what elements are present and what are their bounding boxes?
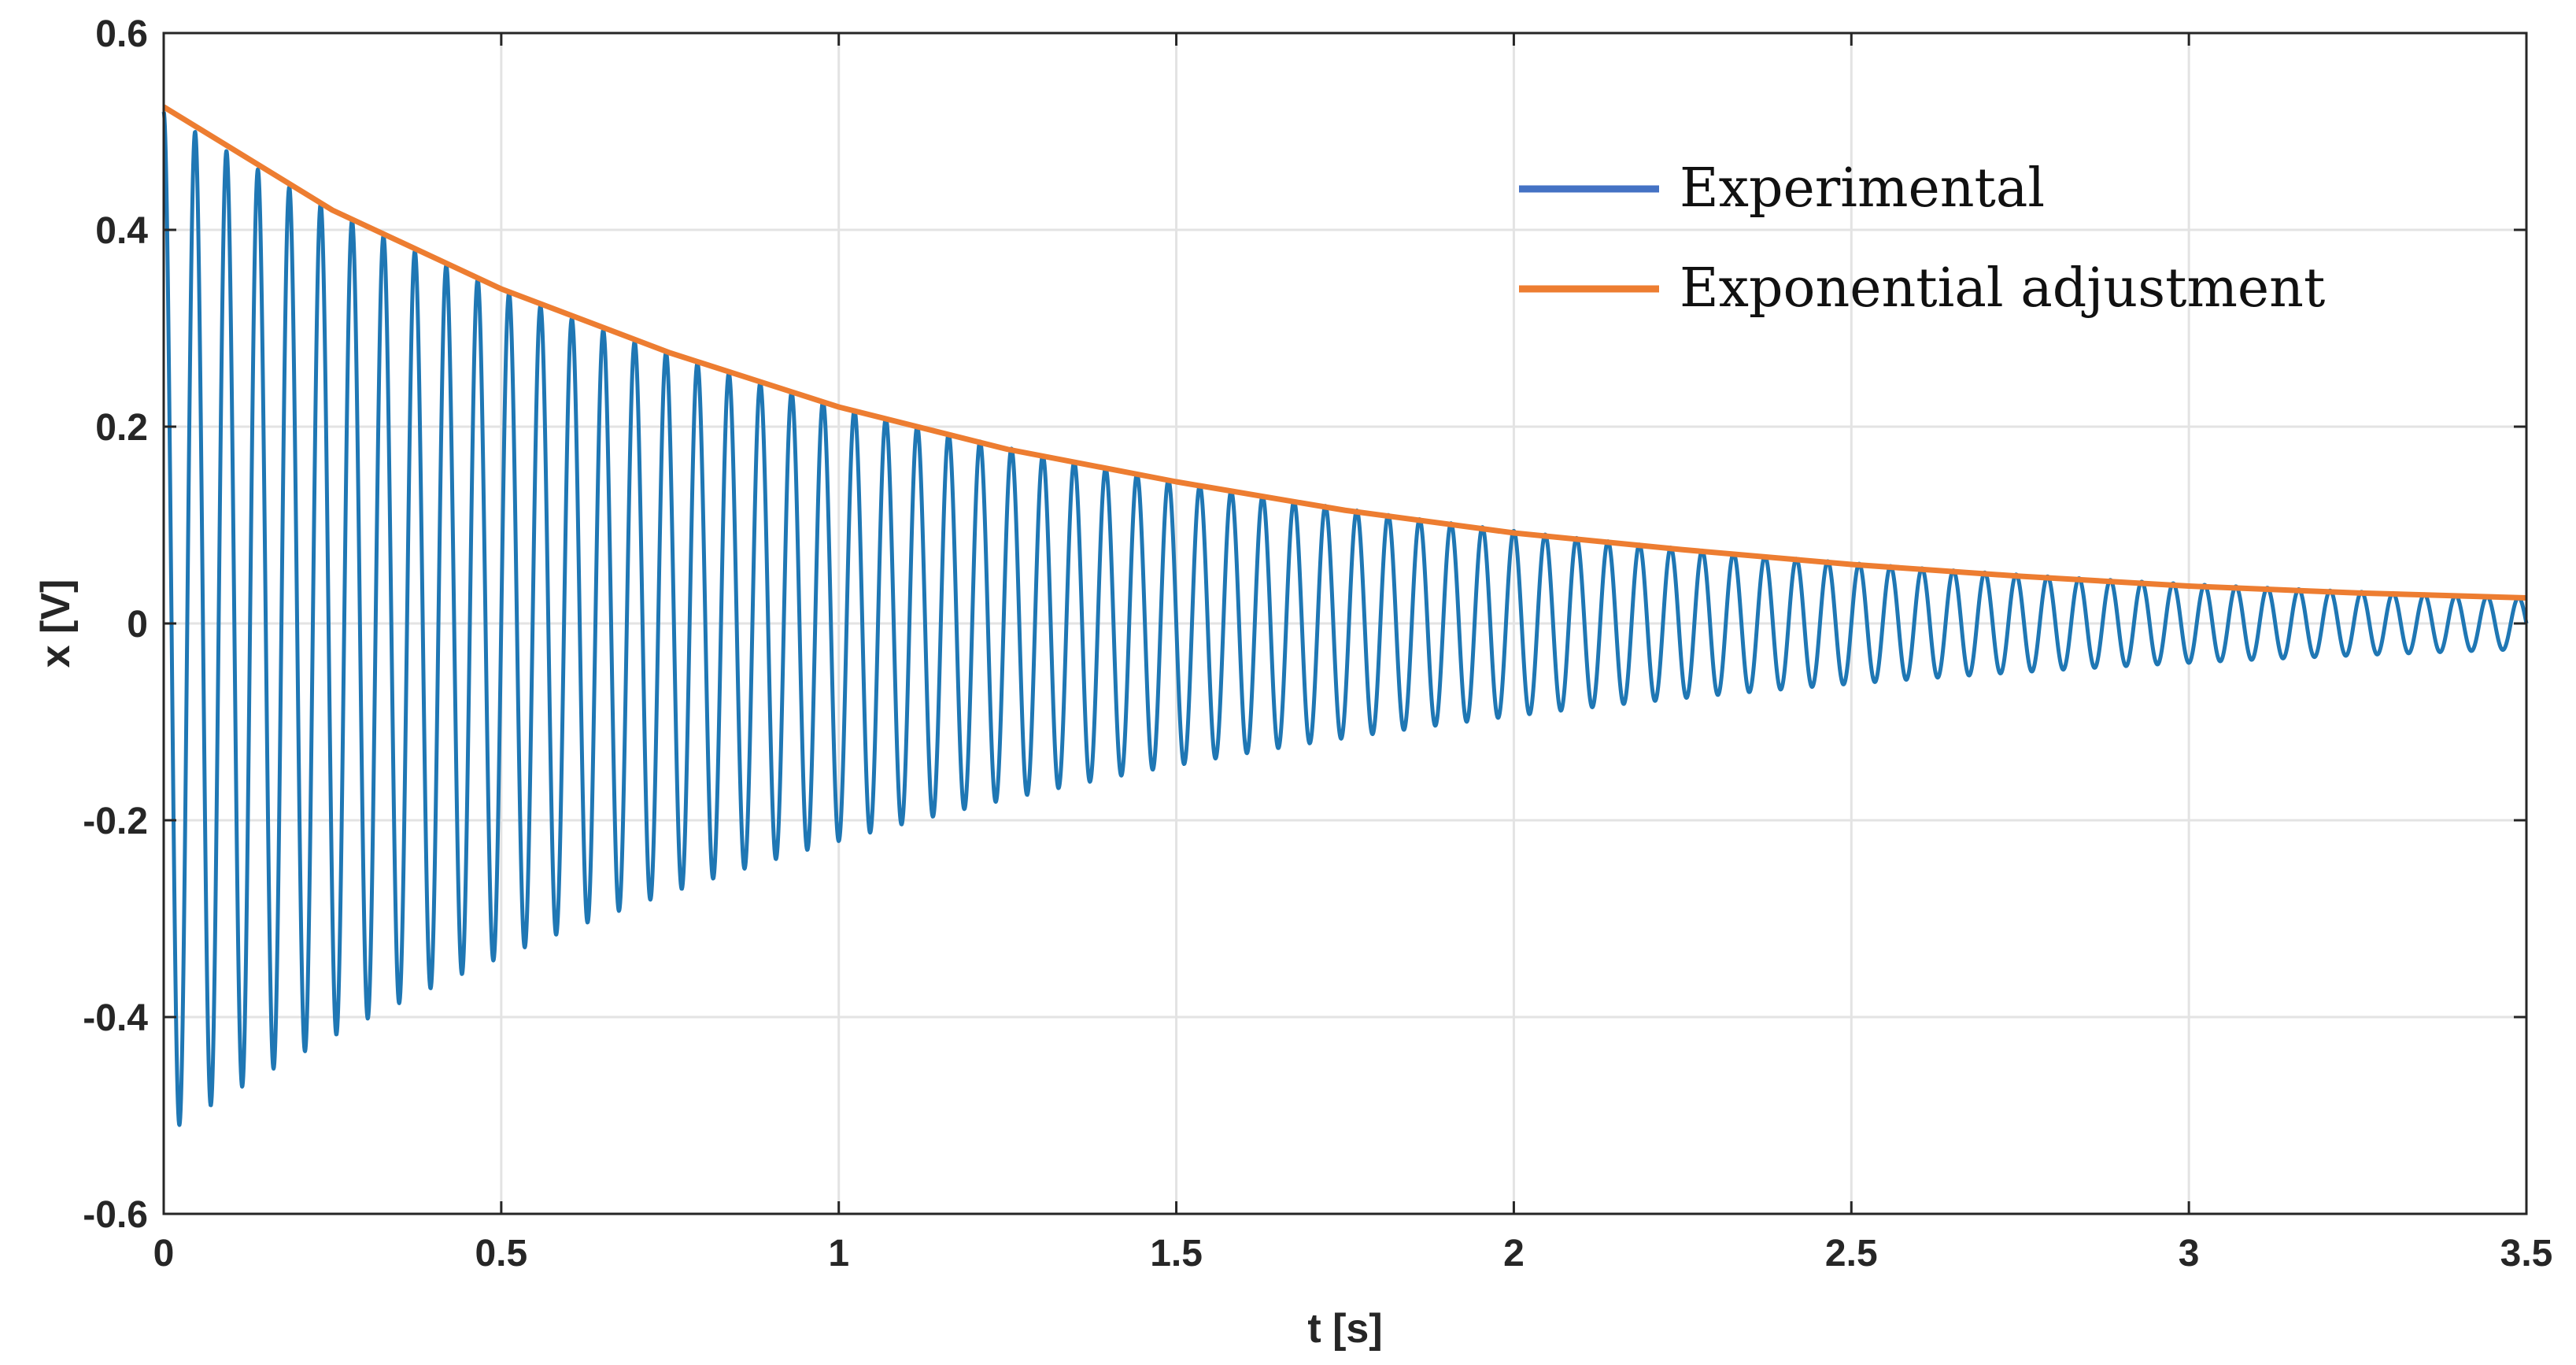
y-tick-label: 0.6 <box>95 13 148 55</box>
legend-label-exponential-adjustment: Exponential adjustment <box>1680 257 2325 320</box>
legend-label-experimental: Experimental <box>1680 157 2045 220</box>
y-axis-label: x [V] <box>33 579 79 668</box>
x-tick-label: 2.5 <box>1825 1233 1878 1274</box>
tick-labels: 0 0.5 1 1.5 2 2.5 3 3.5 -0.6 -0.4 -0.2 0 0.2 0.4 0.6 <box>83 13 2552 1274</box>
y-tick-label: 0.2 <box>95 407 148 449</box>
x-tick-label: 0.5 <box>475 1233 527 1274</box>
series-line-exponential-adjustment <box>162 104 2527 601</box>
x-tick-label: 2 <box>1503 1233 1525 1274</box>
y-tick-label: -0.2 <box>83 801 148 842</box>
ticks <box>162 31 2528 1215</box>
y-tick-label: -0.6 <box>83 1194 148 1236</box>
x-tick-label: 1 <box>828 1233 849 1274</box>
x-axis-label: t [s] <box>1307 1306 1382 1352</box>
x-tick-label: 0 <box>153 1233 175 1274</box>
series-layer <box>161 104 2529 1127</box>
x-tick-label: 3.5 <box>2500 1233 2553 1274</box>
x-tick-label: 1.5 <box>1150 1233 1203 1274</box>
series-line-experimental <box>161 111 2529 1127</box>
y-tick-label: -0.4 <box>83 997 148 1039</box>
x-tick-label: 3 <box>2179 1233 2200 1274</box>
y-tick-label: 0.4 <box>95 210 148 252</box>
legend: Experimental Exponential adjustment <box>1519 157 2325 320</box>
y-tick-label: 0 <box>127 604 148 646</box>
